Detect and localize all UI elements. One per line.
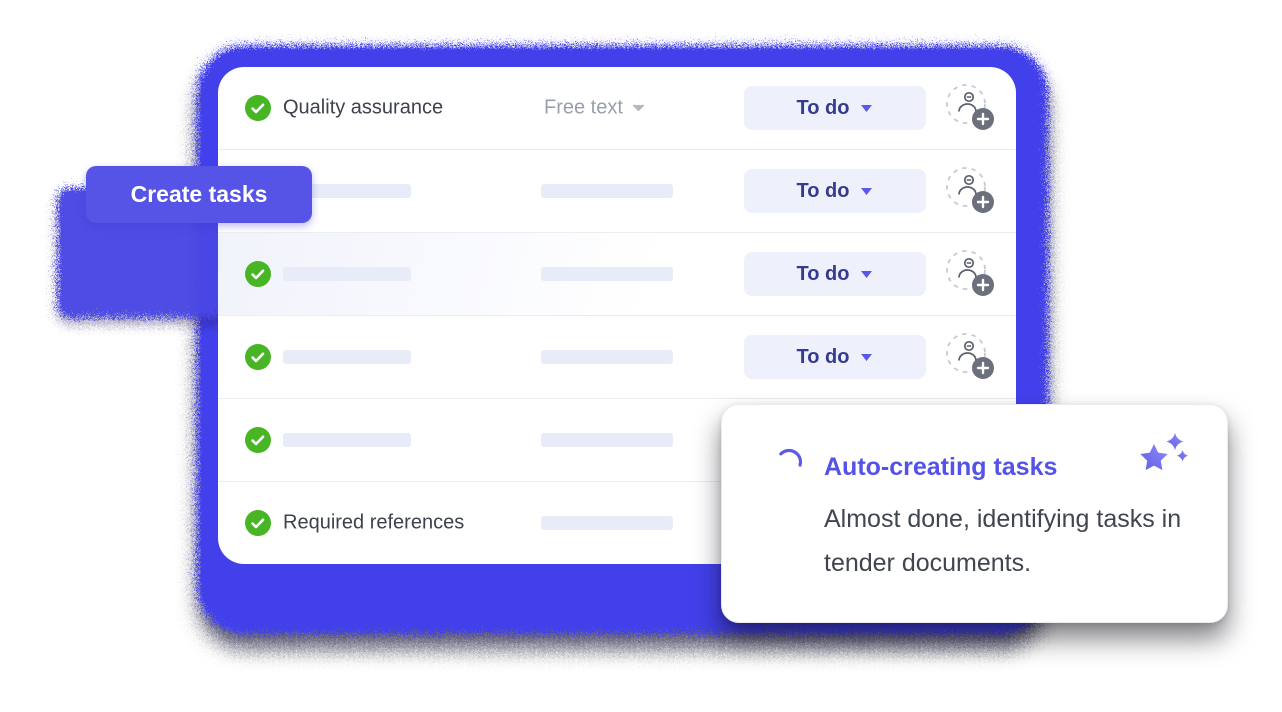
status-dropdown-label: To do — [796, 96, 850, 119]
popup-title: Auto-creating tasks — [824, 453, 1058, 481]
check-icon — [245, 95, 271, 121]
status-dropdown-label: To do — [796, 345, 850, 368]
chevron-down-icon — [861, 104, 873, 112]
check-icon — [245, 427, 271, 453]
task-title: Required references — [283, 511, 465, 534]
status-dropdown-label: To do — [796, 179, 850, 202]
skeleton-title — [283, 267, 411, 281]
task-title: Quality assurance — [283, 96, 444, 119]
task-row — [218, 398, 1016, 481]
task-row: Quality assurance Free text To do — [218, 67, 1016, 149]
skeleton-title — [283, 184, 411, 198]
assignee-add-button[interactable] — [945, 166, 997, 216]
type-dropdown-label: Free text — [544, 96, 623, 119]
auto-create-toast: Auto-creating tasks Almost done, identif… — [721, 404, 1228, 623]
popup-body: Almost done, identifying tasks in tender… — [824, 505, 1182, 577]
skeleton-meta — [541, 516, 673, 530]
skeleton-meta — [541, 433, 673, 447]
type-dropdown[interactable]: Free text — [544, 97, 645, 120]
create-tasks-button[interactable]: Create tasks — [86, 166, 312, 223]
skeleton-meta — [541, 267, 673, 281]
skeleton-meta — [541, 350, 673, 364]
assignee-add-button[interactable] — [945, 332, 997, 382]
task-row: Required references — [218, 481, 1016, 564]
chevron-down-icon — [632, 104, 645, 111]
status-dropdown[interactable]: To do — [744, 86, 926, 130]
status-dropdown[interactable]: To do — [744, 335, 926, 379]
check-icon — [245, 344, 271, 370]
spinner-icon — [775, 448, 803, 476]
sparkles-icon — [1140, 433, 1189, 471]
check-icon — [245, 510, 271, 536]
skeleton-title — [283, 350, 411, 364]
chevron-down-icon — [861, 353, 873, 361]
assignee-add-button[interactable] — [945, 249, 997, 299]
status-dropdown-label: To do — [796, 262, 850, 285]
check-icon — [245, 261, 271, 287]
status-dropdown[interactable]: To do — [744, 169, 926, 213]
task-row: To do — [218, 149, 1016, 232]
skeleton-meta — [541, 184, 673, 198]
assignee-add-button[interactable] — [945, 83, 997, 133]
chevron-down-icon — [861, 187, 873, 195]
skeleton-title — [283, 433, 411, 447]
status-dropdown[interactable]: To do — [744, 252, 926, 296]
chevron-down-icon — [861, 270, 873, 278]
task-row: To do — [218, 315, 1016, 398]
task-row: To do — [218, 232, 1016, 315]
